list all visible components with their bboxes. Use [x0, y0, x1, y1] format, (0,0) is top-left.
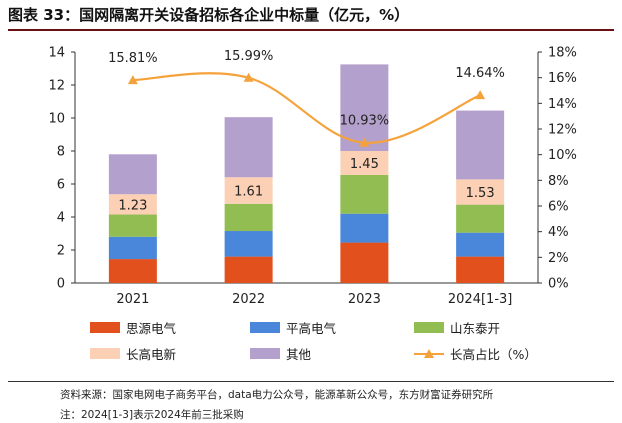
bar-segment: [340, 151, 389, 175]
bar-segment: [340, 64, 389, 151]
share-point-triangle-icon: [243, 72, 254, 82]
legend-swatch-pinggao: [250, 322, 280, 333]
x-axis-category-label: 2023: [348, 292, 381, 307]
bar-segment: [224, 256, 273, 283]
bar-segment: [340, 174, 389, 214]
right-axis-tick-label: 4%: [548, 225, 569, 240]
left-axis-tick-label: 4: [57, 211, 65, 226]
chart-title: 图表 33：国网隔离开关设备招标各企业中标量（亿元，%）: [8, 6, 410, 24]
bars-group: [108, 64, 505, 283]
bar-value-label: 1.45: [350, 157, 379, 172]
left-axis-tick-label: 8: [57, 145, 65, 160]
bar-value-label: 1.53: [466, 186, 495, 201]
legend-item-other: 其他: [250, 344, 311, 363]
legend-label: 平高电气: [286, 321, 337, 336]
left-axis-tick-label: 14: [48, 46, 65, 61]
bar-segment: [108, 214, 157, 237]
share-point-triangle-icon: [475, 90, 486, 100]
left-axis-tick-label: 10: [48, 112, 65, 127]
legend-label: 长高占比（%）: [450, 347, 537, 362]
bar-segment: [108, 154, 157, 195]
bar-segment: [108, 259, 157, 283]
x-axis-category-label: 2021: [116, 292, 149, 307]
bar-value-label: 1.61: [234, 185, 263, 200]
title-divider: [8, 29, 614, 31]
legend-item-changgao: 长高电新: [90, 344, 176, 363]
footnote: 注：2024[1-3]表示2024年前三批采购: [60, 409, 244, 421]
legend-swatch-changgao: [90, 348, 120, 359]
bar-segment: [456, 232, 505, 257]
bar-segment: [108, 194, 157, 215]
bar-segment: [224, 203, 273, 232]
bar-segment: [224, 117, 273, 178]
bar-segment: [224, 231, 273, 257]
share-value-label: 15.81%: [108, 51, 158, 66]
labels-group: 1.23 1.61 1.45 1.53 15.81% 15.99% 10.93% 14.64%: [108, 49, 505, 214]
share-point-triangle-icon: [127, 75, 138, 85]
legend-swatch-other: [250, 348, 280, 359]
right-axis-tick-label: 16%: [548, 71, 577, 86]
bar-segment: [340, 213, 389, 243]
bar-segment: [456, 110, 505, 180]
right-axis-tick-label: 6%: [548, 200, 569, 215]
right-axis-tick-label: 18%: [548, 46, 577, 61]
share-point-triangle-icon: [359, 137, 370, 147]
legend-label: 思源电气: [126, 321, 177, 336]
share-value-label: 14.64%: [455, 66, 505, 81]
line-group: [127, 72, 486, 147]
x-axis-category-label: 2024[1-3]: [448, 292, 512, 307]
left-axis-tick-label: 12: [48, 79, 65, 94]
legend-label: 其他: [286, 347, 312, 362]
stacked-bar-chart: 0 2 4 6 8 10 12 14 0% 2% 4% 6% 8% 10% 12% 14% 16% 18% 2021…: [48, 46, 576, 308]
x-axis-category-label: 2022: [232, 292, 265, 307]
left-axis-tick-label: 6: [57, 178, 65, 193]
axes-group: 0 2 4 6 8 10 12 14 0% 2% 4% 6% 8% 10% 12% 14% 16% 18% 2021…: [48, 46, 576, 308]
legend-label: 山东泰开: [450, 321, 501, 336]
bar-segment: [108, 236, 157, 260]
right-axis-tick-label: 2%: [548, 251, 569, 266]
legend-item-taikai: 山东泰开: [414, 318, 500, 337]
source-note: 资料来源：国家电网电子商务平台，data电力公众号，能源革新公众号，东方财富证券…: [60, 389, 494, 401]
legend-swatch-siyuan: [90, 322, 120, 333]
right-axis-tick-label: 0%: [548, 277, 569, 292]
share-value-label: 10.93%: [340, 114, 390, 129]
share-line: [132, 72, 481, 144]
bar-value-label: 1.23: [118, 198, 147, 213]
bar-segment: [456, 179, 505, 205]
legend-item-siyuan: 思源电气: [90, 318, 176, 337]
bar-segment: [224, 177, 273, 204]
bar-segment: [340, 242, 389, 283]
right-axis-tick-label: 12%: [548, 123, 577, 138]
legend-item-share-line: 长高占比（%）: [414, 344, 537, 363]
legend-item-pinggao: 平高电气: [250, 318, 336, 337]
footer-divider: [8, 381, 614, 382]
legend-line-triangle-icon: [414, 348, 444, 359]
right-axis-tick-label: 8%: [548, 174, 569, 189]
legend-label: 长高电新: [126, 347, 177, 362]
bar-segment: [456, 204, 505, 233]
right-axis-tick-label: 14%: [548, 97, 577, 112]
legend-swatch-taikai: [414, 322, 444, 333]
share-value-label: 15.99%: [224, 49, 274, 64]
bar-segment: [456, 256, 505, 283]
right-axis-tick-label: 10%: [548, 148, 577, 163]
left-axis-tick-label: 2: [57, 244, 65, 259]
left-axis-tick-label: 0: [57, 277, 65, 292]
